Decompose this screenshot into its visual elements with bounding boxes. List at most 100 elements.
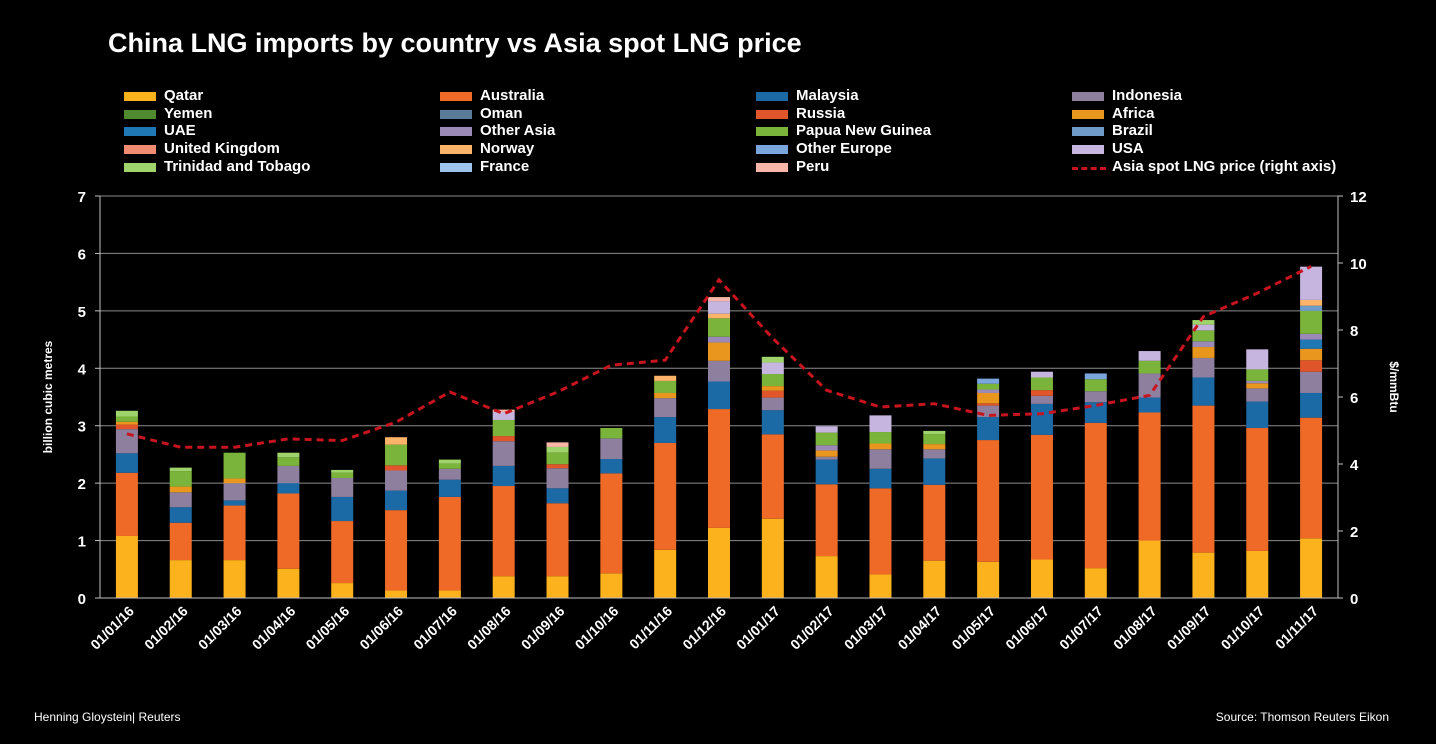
bar-segment-qatar: [815, 556, 838, 598]
bar-segment-australia: [600, 473, 623, 574]
bar-segment-africa: [977, 392, 1000, 404]
x-tick-label: 01/04/17: [895, 603, 945, 653]
bar-segment-australia: [223, 505, 246, 561]
legend-label: Qatar: [164, 87, 204, 104]
legend-swatch: [440, 163, 472, 172]
y2-tick-label: 10: [1350, 256, 1367, 273]
x-tick-label: 01/01/16: [87, 603, 137, 653]
legend-swatch: [440, 145, 472, 154]
y-tick-label: 1: [78, 534, 86, 551]
x-tick-label: 01/06/16: [356, 603, 406, 653]
bar-segment-qatar: [1084, 568, 1107, 598]
bar-segment-qatar: [223, 560, 246, 598]
bar-segment-papua-new-guinea: [1246, 369, 1269, 381]
bar-segment-uae: [1300, 339, 1323, 349]
bar-segment-other-asia: [1192, 341, 1215, 348]
bar-segment-malaysia: [169, 507, 192, 523]
legend-label: Other Asia: [480, 122, 556, 139]
bar-segment-papua-new-guinea: [977, 383, 1000, 390]
bar-segment-australia: [815, 484, 838, 557]
y2-tick-label: 6: [1350, 390, 1358, 407]
bar-segment-malaysia: [708, 381, 730, 410]
legend-swatch: [756, 127, 788, 136]
bar-segment-australia: [1030, 434, 1053, 560]
bar-segment-papua-new-guinea: [761, 374, 784, 387]
bar-segment-qatar: [869, 574, 892, 598]
bar-segment-indonesia: [1192, 357, 1215, 378]
bar-segment-malaysia: [600, 459, 623, 474]
bar-segment-australia: [869, 488, 892, 575]
y2-tick-label: 2: [1350, 524, 1358, 541]
bar-segment-australia: [1246, 428, 1269, 551]
legend-label: United Kingdom: [164, 140, 280, 157]
bar-segment-africa: [1192, 347, 1215, 358]
bar-segment-papua-new-guinea: [1300, 310, 1323, 334]
bar-segment-malaysia: [115, 453, 138, 473]
bar-segment-indonesia: [654, 398, 677, 418]
bar-segment-other-asia: [977, 389, 1000, 393]
bar-segment-australia: [1192, 405, 1215, 553]
x-tick-label: 01/12/16: [679, 603, 729, 653]
bar-segment-papua-new-guinea: [600, 428, 623, 439]
x-tick-label: 01/10/16: [572, 603, 622, 653]
bar-segment-papua-new-guinea: [654, 380, 677, 393]
x-tick-label: 01/11/17: [1272, 603, 1321, 652]
bar-segment-qatar: [654, 549, 677, 598]
bar-segment-papua-new-guinea: [331, 472, 354, 478]
bar-segment-peru: [546, 442, 569, 447]
bar-segment-indonesia: [1246, 388, 1269, 402]
bar-segment-indonesia: [169, 492, 192, 508]
legend-label: Papua New Guinea: [796, 122, 932, 139]
bar-segment-qatar: [385, 590, 408, 598]
legend-swatch: [1072, 110, 1104, 119]
bar-segment-russia: [492, 436, 515, 442]
bar-segment-usa: [1300, 266, 1323, 300]
bar-segment-australia: [761, 434, 784, 519]
x-tick-label: 01/11/16: [626, 603, 675, 652]
bar-segment-qatar: [277, 568, 300, 598]
bar-segment-indonesia: [492, 441, 515, 466]
bar-segment-indonesia: [708, 360, 730, 382]
price-line-path: [126, 265, 1312, 449]
bar-segment-indonesia: [815, 456, 838, 460]
bar-segment-qatar: [331, 583, 354, 598]
x-tick-label: 01/09/16: [518, 603, 568, 653]
bar-segment-qatar: [438, 590, 461, 598]
legend-swatch: [124, 163, 156, 172]
bar-segment-papua-new-guinea: [438, 463, 461, 469]
legend-label: Trinidad and Tobago: [164, 158, 311, 175]
bar-segment-papua-new-guinea: [1138, 360, 1161, 374]
bar-segment-usa: [761, 362, 784, 375]
bar-segment-africa: [923, 444, 946, 450]
legend-swatch: [440, 92, 472, 101]
legend-label: Indonesia: [1112, 87, 1183, 104]
legend-label: Other Europe: [796, 140, 892, 157]
bar-segment-qatar: [115, 535, 138, 598]
bar-segment-usa: [1192, 324, 1215, 331]
bar-segment-africa: [761, 386, 784, 391]
bar-segment-malaysia: [1138, 397, 1161, 413]
bar-segment-indonesia: [761, 397, 784, 411]
bar-segment-africa: [1300, 348, 1323, 361]
bar-segment-usa: [1030, 371, 1053, 378]
bar-segment-trinidad-and-tobago: [1192, 320, 1215, 325]
bar-segment-indonesia: [115, 429, 138, 454]
bar-segment-malaysia: [815, 459, 838, 485]
bar-segment-australia: [923, 484, 946, 561]
y2-axis-title: $/mmBtu: [1387, 361, 1401, 412]
bar-segment-norway: [654, 375, 677, 381]
bar-segment-trinidad-and-tobago: [923, 430, 946, 435]
bar-segment-australia: [1138, 412, 1161, 541]
bar-segment-papua-new-guinea: [1192, 330, 1215, 342]
bar-segment-brazil: [1300, 305, 1323, 311]
bar-segment-trinidad-and-tobago: [277, 452, 300, 458]
bar-segment-africa: [815, 450, 838, 457]
bar-segment-other-asia: [815, 445, 838, 451]
legend-swatch: [124, 110, 156, 119]
bar-segment-malaysia: [761, 410, 784, 435]
bar-segment-australia: [115, 472, 138, 536]
bar-segment-norway: [1300, 299, 1323, 306]
legend-label: Peru: [796, 158, 830, 175]
legend-swatch: [124, 92, 156, 101]
bar-segment-qatar: [1192, 552, 1215, 598]
